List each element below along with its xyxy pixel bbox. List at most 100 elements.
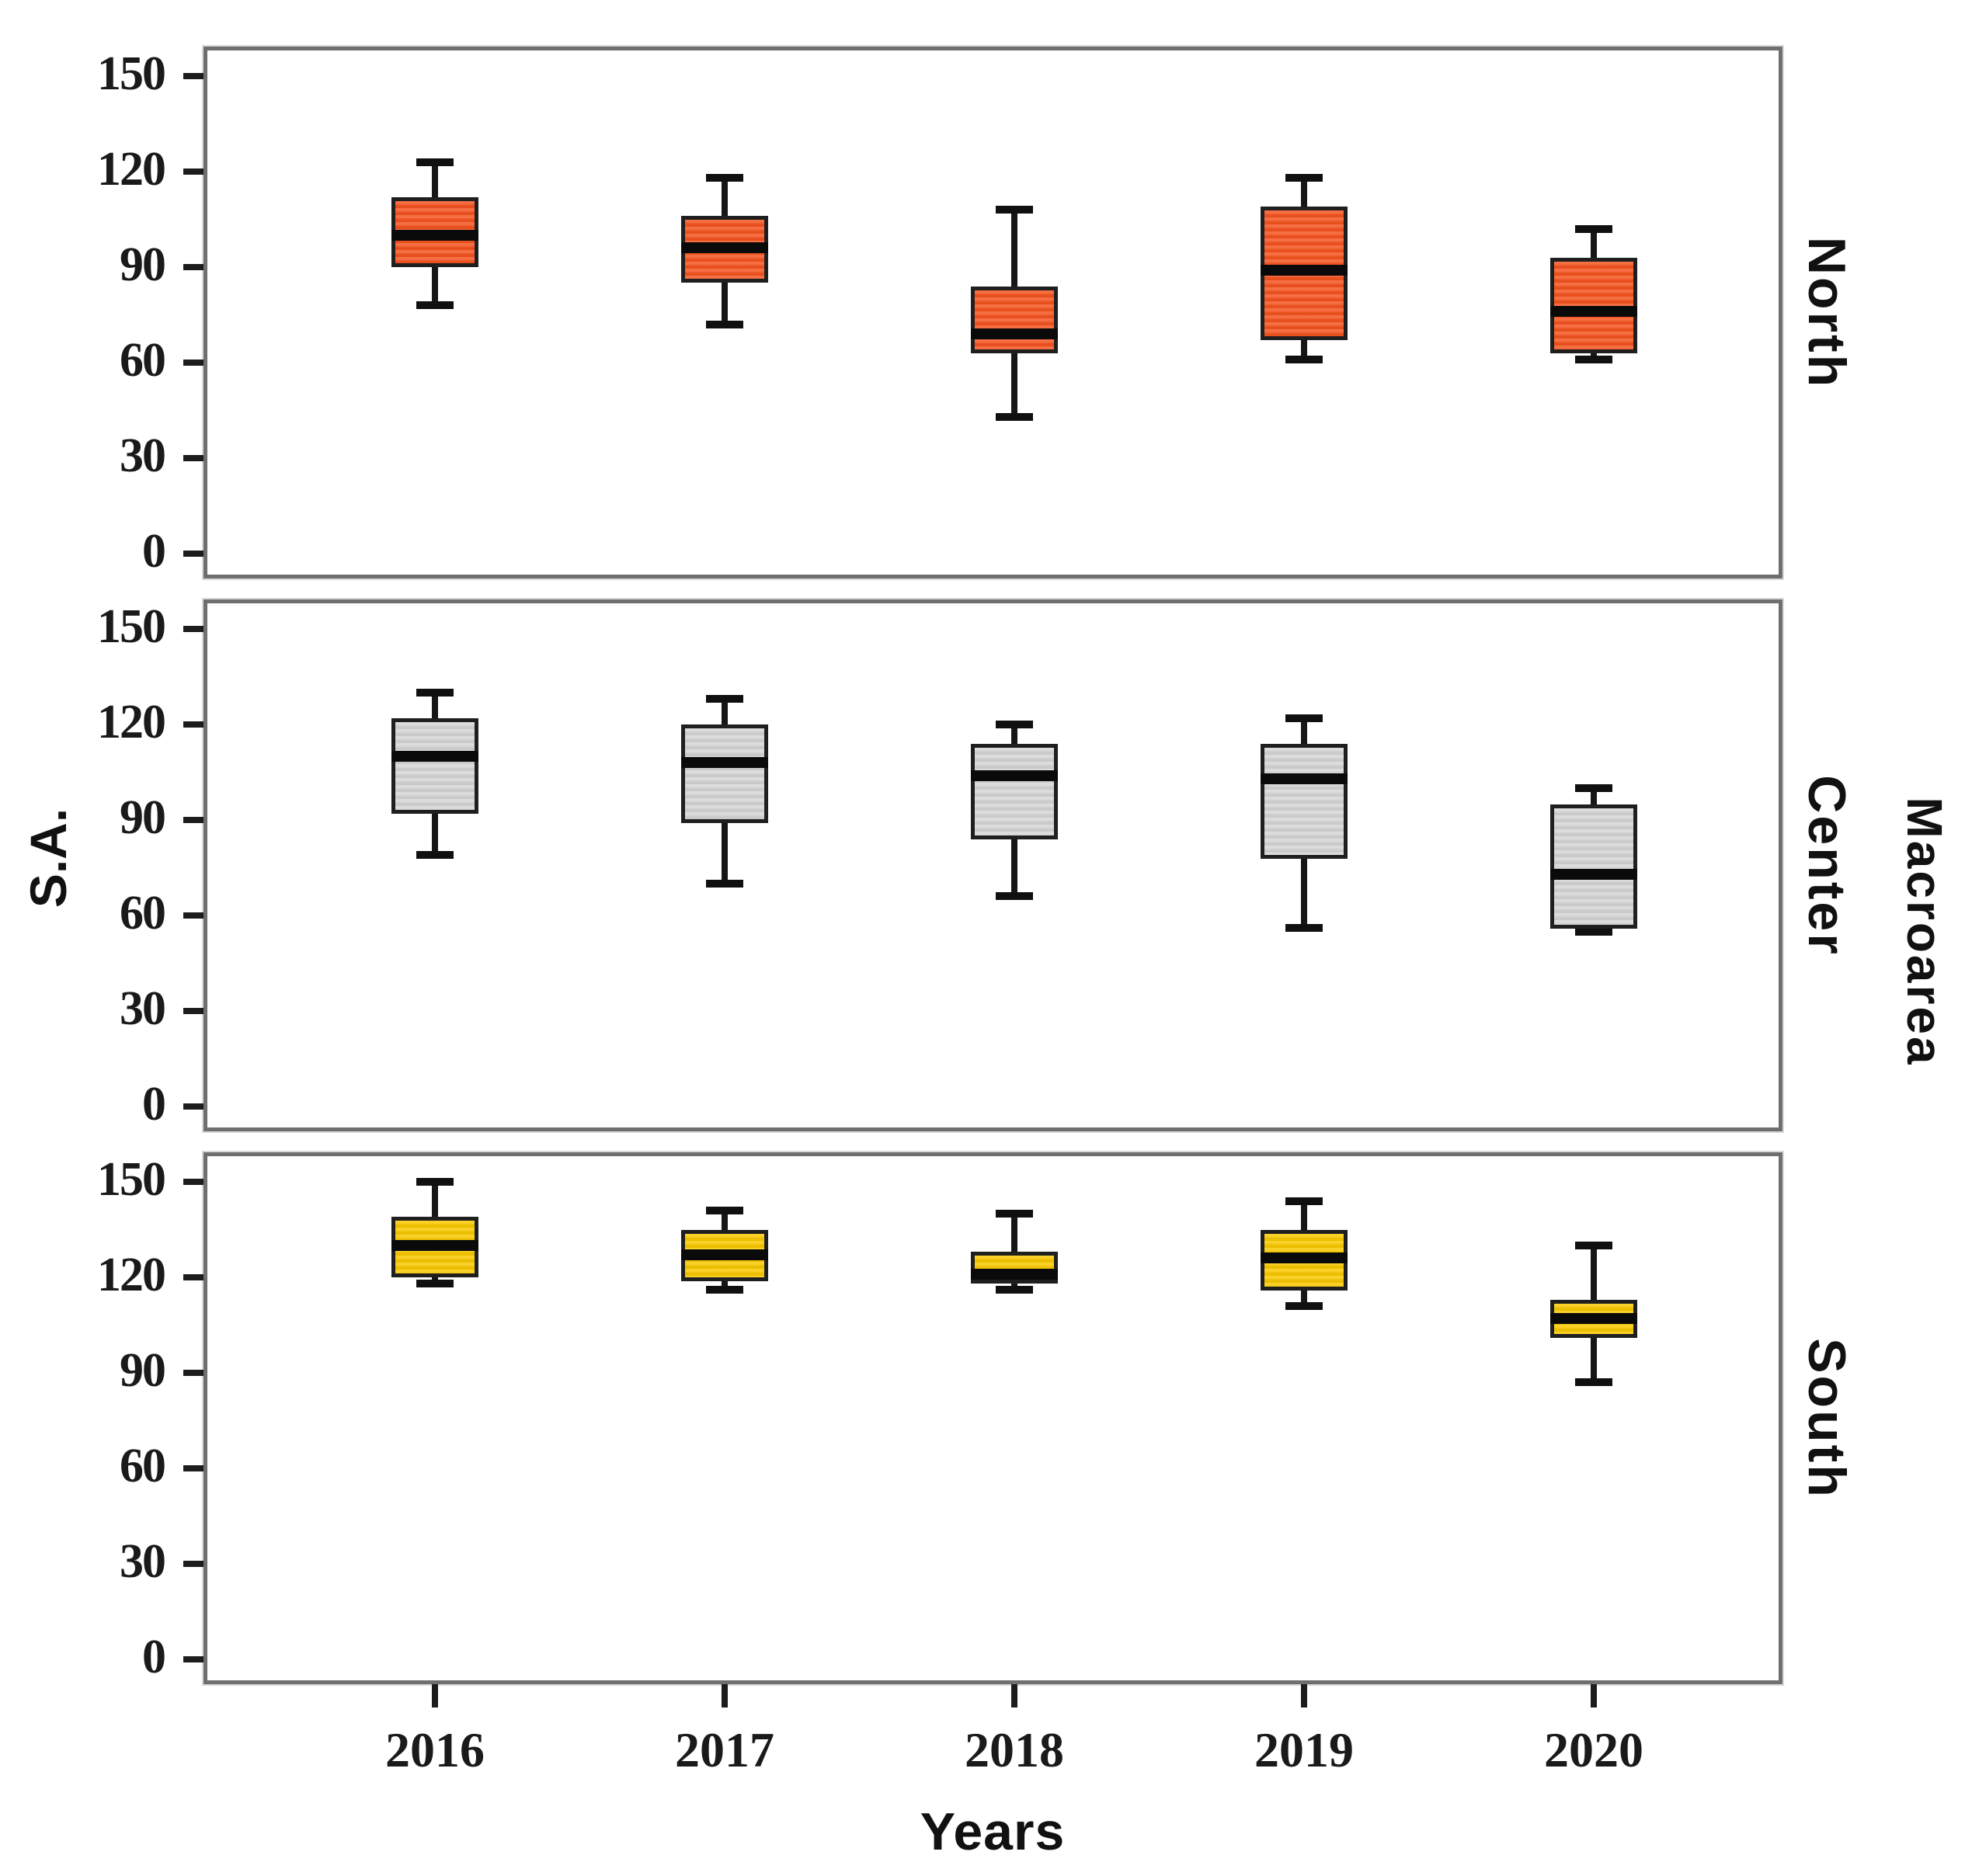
whisker-cap-max xyxy=(706,695,743,703)
x-tick-label: 2019 xyxy=(1254,1722,1354,1777)
x-tick-mark xyxy=(1011,1684,1017,1708)
y-tick-mark xyxy=(183,264,203,270)
y-tick-label: 0 xyxy=(142,525,166,578)
y-tick-mark xyxy=(183,1561,203,1567)
y-tick-mark xyxy=(183,1008,203,1014)
y-tick-label: 60 xyxy=(120,887,166,940)
x-tick-label: 2016 xyxy=(385,1722,485,1777)
whisker-cap-min xyxy=(416,301,454,309)
iqr-box xyxy=(971,287,1058,353)
whisker-cap-max xyxy=(1285,714,1323,722)
whisker-cap-min xyxy=(706,1286,743,1294)
x-tick-mark xyxy=(722,1684,728,1708)
whisker-cap-max xyxy=(706,174,743,182)
median-line xyxy=(971,1269,1058,1280)
y-tick-mark xyxy=(183,1465,203,1471)
y-tick-mark xyxy=(183,551,203,557)
y-tick-label: 150 xyxy=(97,1153,166,1206)
y-tick-mark xyxy=(183,168,203,175)
median-line xyxy=(391,230,478,241)
x-tick-mark xyxy=(1591,1684,1597,1708)
y-tick-label: 150 xyxy=(97,47,166,100)
median-line xyxy=(971,328,1058,339)
whisker-cap-max xyxy=(996,206,1033,214)
x-axis-title: Years xyxy=(920,1802,1066,1861)
median-line xyxy=(681,242,768,253)
y-tick-label: 0 xyxy=(142,1078,166,1131)
y-tick-label: 0 xyxy=(142,1631,166,1683)
y-tick-mark xyxy=(183,912,203,919)
y-tick-mark xyxy=(183,1179,203,1185)
y-tick-mark xyxy=(183,360,203,366)
x-tick-mark xyxy=(1301,1684,1307,1708)
whisker-cap-min xyxy=(1285,356,1323,363)
whisker-cap-min xyxy=(416,1280,454,1287)
median-line xyxy=(1550,869,1637,880)
iqr-box xyxy=(681,724,768,823)
whisker-cap-max xyxy=(996,1210,1033,1218)
y-tick-label: 150 xyxy=(97,600,166,653)
right-axis-title: Macroarea xyxy=(1897,797,1953,1067)
y-tick-label: 120 xyxy=(97,143,166,196)
panel-center xyxy=(203,599,1782,1131)
y-tick-mark xyxy=(183,1656,203,1662)
iqr-box xyxy=(1550,258,1637,353)
y-tick-mark xyxy=(183,817,203,823)
y-tick-label: 90 xyxy=(120,791,166,844)
whisker-cap-max xyxy=(996,721,1033,728)
whisker-cap-min xyxy=(996,413,1033,421)
y-tick-label: 90 xyxy=(120,238,166,291)
y-tick-label: 30 xyxy=(120,982,166,1035)
median-line xyxy=(971,770,1058,781)
whisker-cap-min xyxy=(1575,1378,1612,1386)
iqr-box xyxy=(1261,744,1348,859)
whisker-cap-max xyxy=(706,1207,743,1214)
whisker-cap-min xyxy=(706,880,743,888)
whisker-cap-min xyxy=(706,321,743,328)
y-tick-label: 30 xyxy=(120,429,166,482)
whisker-cap-min xyxy=(996,892,1033,900)
whisker-cap-max xyxy=(1285,1197,1323,1205)
whisker-cap-max xyxy=(416,158,454,166)
x-tick-label: 2020 xyxy=(1544,1722,1643,1777)
median-line xyxy=(1550,1313,1637,1324)
y-tick-mark xyxy=(183,721,203,728)
strip-label-center: Center xyxy=(1797,775,1856,957)
y-tick-label: 60 xyxy=(120,1440,166,1492)
y-tick-label: 90 xyxy=(120,1344,166,1397)
x-tick-label: 2018 xyxy=(965,1722,1064,1777)
iqr-box xyxy=(971,744,1058,839)
y-tick-mark xyxy=(183,1370,203,1376)
whisker-cap-min xyxy=(416,851,454,859)
y-tick-mark xyxy=(183,1103,203,1110)
strip-label-north: North xyxy=(1797,236,1856,390)
y-tick-mark xyxy=(183,626,203,632)
whisker-cap-min xyxy=(1575,928,1612,936)
x-tick-label: 2017 xyxy=(675,1722,774,1777)
iqr-box xyxy=(1550,804,1637,929)
median-line xyxy=(681,757,768,768)
whisker-cap-min xyxy=(1285,1302,1323,1310)
whisker-cap-max xyxy=(1575,1242,1612,1249)
median-line xyxy=(1261,1252,1348,1263)
median-line xyxy=(1261,265,1348,276)
y-tick-mark xyxy=(183,73,203,79)
x-tick-mark xyxy=(432,1684,438,1708)
whisker-cap-max xyxy=(416,689,454,697)
y-tick-label: 120 xyxy=(97,696,166,749)
y-tick-mark xyxy=(183,1274,203,1280)
whisker-cap-min xyxy=(1285,924,1323,932)
y-tick-label: 120 xyxy=(97,1249,166,1301)
strip-label-south: South xyxy=(1797,1338,1856,1499)
whisker-cap-min xyxy=(1575,356,1612,363)
iqr-box xyxy=(391,718,478,814)
y-tick-mark xyxy=(183,455,203,461)
median-line xyxy=(681,1249,768,1260)
y-tick-label: 60 xyxy=(120,334,166,387)
median-line xyxy=(391,1240,478,1251)
whisker-cap-max xyxy=(1575,225,1612,233)
whisker-cap-max xyxy=(1285,174,1323,182)
y-tick-label: 30 xyxy=(120,1535,166,1588)
median-line xyxy=(1261,773,1348,784)
